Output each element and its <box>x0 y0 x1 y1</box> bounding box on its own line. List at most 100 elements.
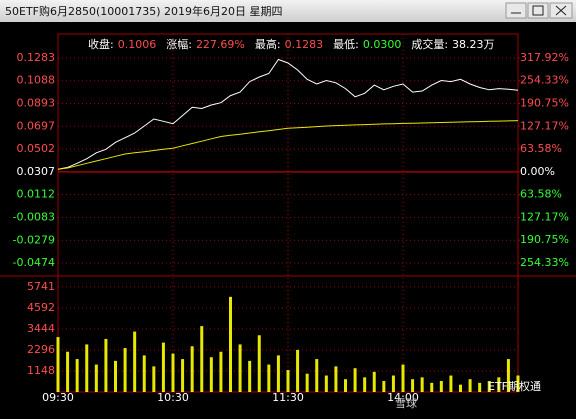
volume-bar <box>363 377 367 392</box>
y2-tick-label: 63.58% <box>520 188 562 201</box>
y-tick-label: -0.0083 <box>13 210 55 223</box>
volume-bar <box>104 338 108 392</box>
y-tick-label: -0.0279 <box>13 233 55 246</box>
header-value: 0.1006 <box>118 38 157 51</box>
y-tick-label: 0.0502 <box>17 142 56 155</box>
volume-bar <box>200 326 204 392</box>
y2-tick-label: 127.17% <box>520 119 569 132</box>
volume-bar <box>459 384 462 392</box>
watermark: ETF期权通 <box>488 380 541 393</box>
x-tick-label: 14:00 <box>387 391 419 404</box>
volume-bar <box>315 359 319 392</box>
y2-tick-label: 317.92% <box>520 51 569 64</box>
y-tick-label: 3444 <box>27 322 55 335</box>
volume-bar <box>219 351 223 392</box>
volume-bar <box>181 359 185 392</box>
volume-bar <box>430 382 434 392</box>
header-value: 227.69% <box>196 38 245 51</box>
x-tick-label: 11:30 <box>272 391 304 404</box>
volume-bar <box>238 344 242 392</box>
volume-bar <box>267 364 271 392</box>
volume-bar <box>85 344 89 392</box>
volume-bar <box>209 357 213 392</box>
volume-bar <box>161 342 165 392</box>
volume-bar <box>516 375 520 392</box>
volume-bar <box>94 364 98 392</box>
y2-tick-label: 190.75% <box>520 233 569 246</box>
volume-bar <box>391 375 395 392</box>
header-label: 最低: <box>333 38 359 51</box>
volume-bar <box>449 375 453 392</box>
y2-tick-label: 0.00% <box>520 165 555 178</box>
volume-bar <box>296 349 300 392</box>
volume-bar <box>248 360 252 392</box>
volume-bar <box>353 368 357 392</box>
header-value: 0.1283 <box>285 38 324 51</box>
close-icon <box>555 5 567 16</box>
volume-bar <box>344 379 347 392</box>
y-tick-label: 2296 <box>27 343 55 356</box>
volume-bar <box>420 377 424 392</box>
volume-bar <box>334 366 338 392</box>
volume-bar <box>133 331 137 392</box>
header-label: 成交量: <box>411 37 448 51</box>
volume-bar <box>372 371 376 392</box>
header-value: 0.0300 <box>363 38 402 51</box>
price-line <box>57 58 519 170</box>
volume-bar <box>382 381 386 392</box>
volume-bar <box>152 366 156 392</box>
volume-bar <box>286 370 290 392</box>
title-bar <box>0 0 576 22</box>
y-tick-label: -0.0474 <box>13 256 55 269</box>
volume-bar <box>478 382 482 392</box>
volume-bar <box>439 381 443 392</box>
y-tick-label: 0.1283 <box>17 51 56 64</box>
plot-layer: 收盘: 0.1006 涨幅: 227.69% 最高: 0.1283 最低: 0.0300 成交量… <box>13 34 569 404</box>
volume-bar <box>171 353 175 392</box>
volume-bar <box>190 346 194 392</box>
maximize-icon <box>532 5 544 16</box>
volume-bar <box>257 335 261 392</box>
volume-bar <box>66 351 70 392</box>
y-tick-label: 0.0112 <box>17 188 56 201</box>
minimize-button[interactable] <box>505 2 527 19</box>
volume-bar <box>497 377 501 392</box>
volume-bar <box>276 355 280 392</box>
y-tick-label: 5741 <box>27 280 55 293</box>
y2-tick-label: 254.33% <box>520 256 569 269</box>
window-buttons[interactable] <box>505 2 573 19</box>
y-tick-label: 4592 <box>27 301 55 314</box>
watermark: 雪球 <box>395 396 417 410</box>
y2-tick-label: 127.17% <box>520 210 569 223</box>
x-tick-label: 10:30 <box>157 391 189 404</box>
header-label: 涨幅: <box>166 38 192 51</box>
volume-bar <box>305 373 309 392</box>
header-label: 收盘: <box>88 37 114 51</box>
volume-bar <box>142 355 146 392</box>
window-title: 50ETF购6月2850(10001735) 2019年6月20日 星期四 <box>5 4 283 18</box>
volume-bar <box>411 379 415 392</box>
header-value: 38.23万 <box>452 38 495 51</box>
y-tick-label: 0.0307 <box>17 165 56 178</box>
x-tick-label: 09:30 <box>42 391 74 404</box>
volume-bar <box>487 381 491 392</box>
volume-bar <box>324 375 328 392</box>
volume-bar <box>506 359 510 392</box>
volume-bar <box>229 296 232 392</box>
volume-bar <box>75 359 79 392</box>
volume-bar <box>123 348 127 392</box>
price-line <box>57 120 519 170</box>
maximize-button[interactable] <box>527 2 549 19</box>
header-label: 最高: <box>255 37 281 51</box>
y2-tick-label: 190.75% <box>520 97 569 110</box>
y2-tick-label: 254.33% <box>520 74 569 87</box>
volume-bar <box>468 379 472 392</box>
volume-bar <box>114 360 117 392</box>
y-tick-label: 0.0893 <box>17 96 56 109</box>
y-tick-label: 0.1088 <box>17 74 56 87</box>
y-tick-label: 1148 <box>27 364 55 377</box>
volume-bar <box>401 364 405 392</box>
volume-bar <box>56 337 60 392</box>
